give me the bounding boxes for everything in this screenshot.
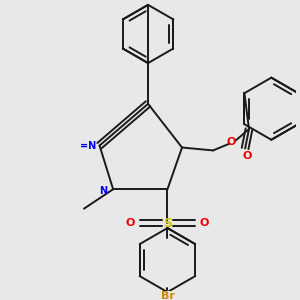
Text: S: S — [163, 217, 172, 230]
Text: O: O — [126, 218, 135, 228]
Text: O: O — [200, 218, 209, 228]
Text: O: O — [227, 137, 236, 147]
Text: Br: Br — [160, 291, 174, 300]
Text: O: O — [242, 151, 252, 161]
Text: N: N — [99, 186, 107, 196]
Text: =N: =N — [80, 141, 96, 151]
